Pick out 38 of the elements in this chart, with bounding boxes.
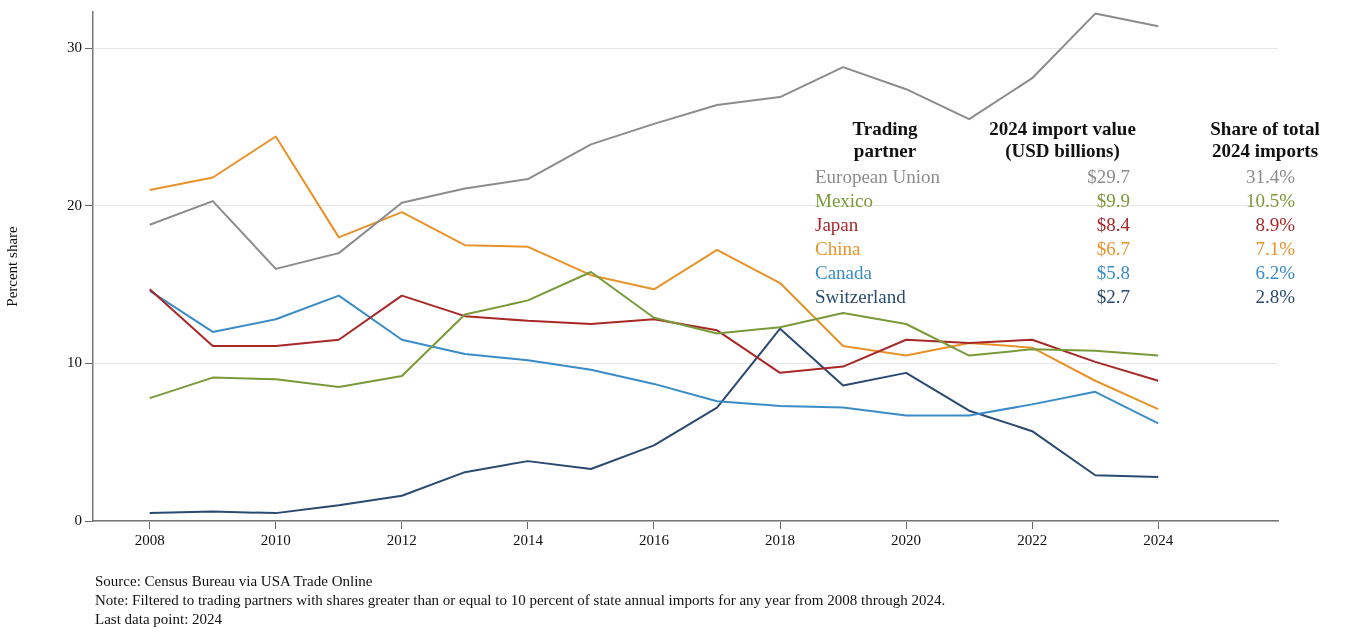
x-tick-label: 2016 (638, 531, 670, 548)
x-tick-label: 2010 (260, 531, 291, 548)
text: China (815, 237, 861, 261)
source-note: Source: Census Bureau via USA Trade Online (95, 572, 374, 591)
text: Canada (815, 261, 872, 285)
annotation: 6.2% (1254, 261, 1295, 285)
text: Note: Filtered to trading partners with shares greater than or equal to 10 percent of state annual imports for any year from 2008 through 2024. (95, 591, 946, 610)
y-tick-label: 0 (74, 511, 82, 528)
annotation: 31.4% (1244, 165, 1295, 189)
annotation: $29.7 (1086, 165, 1130, 189)
x-tick-label: 2022 (1017, 531, 1048, 548)
x-tick-label: 2024 (1143, 531, 1174, 548)
annotation: 2.8% (1254, 285, 1295, 309)
text: European Union (815, 165, 941, 189)
annotation: 2024 import value (USD billions) (988, 118, 1137, 162)
text: Last data point: 2024 (95, 610, 224, 629)
y-tick-label: 30 (67, 39, 82, 56)
annotation: 7.1% (1254, 237, 1295, 261)
annotation: $6.7 (1095, 237, 1130, 261)
text: Switzerland (815, 285, 906, 309)
x-tick-label: 2008 (134, 531, 165, 548)
annotation: Share of total 2024 imports (1209, 118, 1321, 162)
annotation: 8.9% (1254, 213, 1295, 237)
x-tick-label: 2014 (512, 531, 544, 548)
x-tick-label: 2012 (386, 531, 417, 548)
y-tick-label: 20 (67, 196, 82, 213)
annotation: 10.5% (1244, 189, 1295, 213)
annotation: $8.4 (1095, 213, 1130, 237)
x-tick-label: 2018 (765, 531, 796, 548)
annotation: $9.9 (1095, 189, 1130, 213)
y-tick-label: 10 (67, 354, 82, 371)
annotation: $2.7 (1095, 285, 1130, 309)
annotation: $5.8 (1095, 261, 1130, 285)
text: Japan (815, 213, 859, 237)
x-tick-label: 2020 (891, 531, 922, 548)
y-axis-title: Percent share (3, 225, 20, 307)
text: Mexico (815, 189, 874, 213)
annotation: Trading partner (851, 118, 919, 162)
